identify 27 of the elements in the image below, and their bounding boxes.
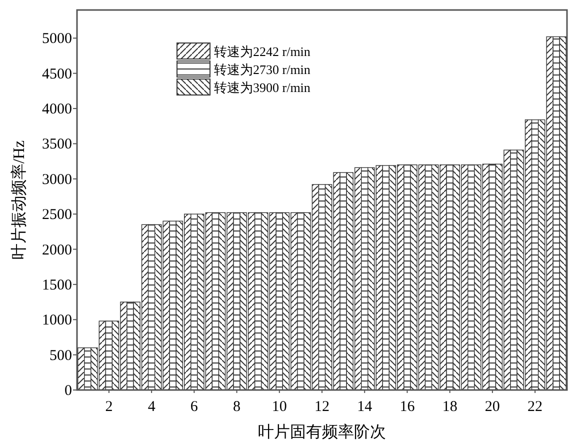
y-tick-label: 3500 [42, 136, 72, 153]
legend-label: 转速为2730 r/min [214, 62, 311, 77]
x-tick-label: 6 [190, 399, 198, 415]
x-tick-label: 2 [105, 399, 113, 415]
x-tick-label: 10 [272, 399, 287, 415]
y-tick-label: 5000 [42, 31, 72, 48]
y-tick-label: 0 [64, 383, 72, 399]
y-tick-label: 500 [50, 348, 72, 364]
y-tick-label: 4500 [42, 66, 72, 82]
y-tick-label: 3000 [42, 172, 72, 188]
x-tick-label: 22 [528, 399, 543, 415]
legend-label: 转速为3900 r/min [214, 80, 311, 95]
y-tick-label: 4000 [42, 102, 72, 118]
x-tick-label: 14 [357, 399, 373, 415]
y-tick-label: 2000 [42, 242, 72, 258]
legend-label: 转速为2242 r/min [214, 44, 311, 59]
y-axis-title: 叶片振动频率/Hz [10, 140, 28, 260]
x-tick-label: 4 [148, 399, 156, 415]
y-tick-label: 1500 [42, 277, 72, 294]
x-tick-label: 12 [314, 399, 330, 415]
x-axis-title: 叶片固有频率阶次 [258, 423, 386, 441]
y-tick-label: 2500 [42, 207, 72, 224]
x-tick-label: 8 [233, 399, 241, 415]
x-tick-label: 20 [484, 399, 500, 415]
x-tick-label: 18 [442, 399, 458, 415]
x-tick-label: 16 [400, 399, 416, 415]
y-tick-label: 1000 [42, 312, 72, 329]
